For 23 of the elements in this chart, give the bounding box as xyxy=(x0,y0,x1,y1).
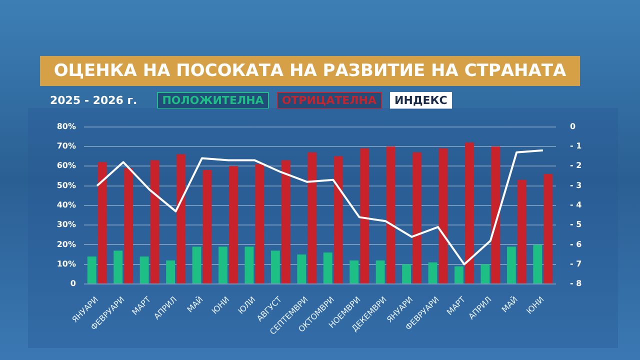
y2-tick-label: - 4 xyxy=(570,200,582,210)
y-tick-label: 10% xyxy=(56,259,76,268)
y-tick-label: 60% xyxy=(56,161,76,170)
y2-tick-label: - 6 xyxy=(570,240,582,249)
y-tick-label: 30% xyxy=(56,220,76,230)
chart-subtitle: 2025 - 2026 г. xyxy=(50,94,138,107)
y2-tick-label: - 1 xyxy=(570,142,582,151)
y2-tick-label: - 7 xyxy=(570,259,582,268)
y2-tick-label: 0 xyxy=(570,122,576,131)
y-tick-label: 70% xyxy=(56,142,76,151)
y2-tick-label: - 3 xyxy=(570,180,582,190)
chart-title: ОЦЕНКА НА ПОСОКАТА НА РАЗВИТИЕ НА СТРАНАТА xyxy=(40,56,580,86)
text: ИНДЕКС xyxy=(390,92,452,109)
y2-tick-label: - 2 xyxy=(570,161,582,170)
y-tick-label: 50% xyxy=(56,180,76,190)
text: ОТРИЦАТЕЛНА xyxy=(276,92,382,109)
y2-tick-label: - 8 xyxy=(570,279,582,288)
y-tick-label: 40% xyxy=(56,200,76,210)
y-tick-label: 0 xyxy=(70,279,76,288)
text: ПОЛОЖИТЕЛНА xyxy=(157,92,269,109)
y-tick-label: 80% xyxy=(56,122,76,131)
y-tick-label: 20% xyxy=(56,240,76,249)
y2-tick-label: - 5 xyxy=(570,220,582,230)
